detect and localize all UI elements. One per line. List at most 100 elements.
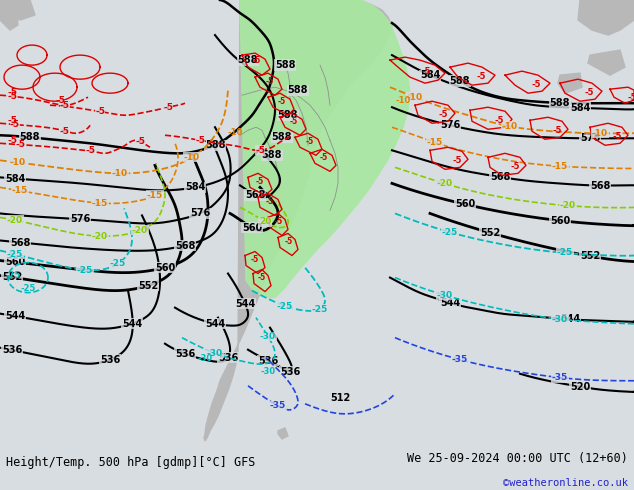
Text: -25: -25	[7, 250, 23, 259]
Text: 544: 544	[205, 318, 225, 329]
Text: 576: 576	[190, 208, 210, 219]
Text: 536: 536	[258, 356, 278, 366]
Text: 520: 520	[570, 382, 590, 392]
Text: -5: -5	[163, 103, 173, 112]
Text: 568: 568	[245, 190, 265, 200]
Text: 568: 568	[490, 172, 510, 182]
Text: 576: 576	[70, 214, 90, 224]
Text: -5: -5	[251, 255, 259, 264]
Text: 588: 588	[550, 98, 570, 108]
Text: 560: 560	[242, 223, 262, 233]
Text: -5: -5	[8, 116, 18, 125]
Text: -5: -5	[585, 88, 595, 97]
Text: 588: 588	[288, 85, 308, 95]
Text: -5: -5	[7, 92, 17, 101]
Text: -15: -15	[427, 138, 443, 147]
Text: 552: 552	[580, 251, 600, 261]
Text: -5: -5	[278, 97, 287, 105]
Text: -10: -10	[112, 169, 128, 178]
Text: 588: 588	[278, 110, 298, 120]
Text: -5: -5	[453, 156, 462, 165]
Text: -35: -35	[552, 373, 568, 382]
Text: 544: 544	[560, 315, 580, 324]
Text: 560: 560	[155, 263, 175, 272]
Text: -25: -25	[110, 259, 126, 268]
Text: ©weatheronline.co.uk: ©weatheronline.co.uk	[503, 478, 628, 489]
Text: -10: -10	[10, 158, 26, 167]
Text: 584: 584	[420, 70, 440, 80]
Text: -30: -30	[261, 367, 276, 376]
Text: -30: -30	[437, 291, 453, 300]
Text: -25: -25	[277, 301, 293, 311]
Text: -5: -5	[8, 136, 18, 146]
Text: -5: -5	[320, 153, 328, 162]
Text: 568: 568	[175, 241, 195, 250]
Text: 552: 552	[138, 281, 158, 291]
Text: -5: -5	[495, 116, 504, 125]
Text: 576: 576	[580, 133, 600, 144]
Text: -5: -5	[8, 88, 18, 97]
Text: -10: -10	[592, 129, 608, 138]
Text: -5: -5	[275, 217, 283, 226]
Text: -5: -5	[85, 147, 95, 155]
Text: -20: -20	[132, 226, 148, 235]
Text: 552: 552	[480, 228, 500, 238]
Text: -20: -20	[560, 201, 576, 210]
Text: -15: -15	[147, 191, 163, 200]
Text: -5: -5	[510, 162, 520, 171]
Text: -5: -5	[135, 137, 145, 146]
Text: 588: 588	[272, 132, 292, 142]
Text: -15: -15	[92, 198, 108, 208]
Text: -5: -5	[553, 126, 562, 135]
Text: 536: 536	[2, 345, 22, 355]
Polygon shape	[278, 428, 288, 439]
Text: 560: 560	[550, 216, 570, 225]
Text: -5: -5	[477, 72, 486, 81]
Text: -5: -5	[266, 76, 274, 85]
Text: -10: -10	[395, 96, 410, 105]
Text: -25: -25	[77, 266, 93, 274]
Text: -5: -5	[290, 117, 298, 125]
Text: -20: -20	[437, 179, 453, 188]
Text: We 25-09-2024 00:00 UTC (12+60): We 25-09-2024 00:00 UTC (12+60)	[407, 452, 628, 465]
Text: -25: -25	[20, 284, 36, 293]
Text: -25: -25	[557, 248, 573, 257]
Text: -15: -15	[552, 162, 568, 171]
Text: -25: -25	[5, 270, 20, 280]
Text: 560: 560	[5, 257, 25, 267]
Text: -25: -25	[442, 228, 458, 237]
Text: -5: -5	[55, 96, 65, 105]
Text: 568: 568	[10, 238, 30, 247]
Text: -5: -5	[532, 80, 541, 89]
Text: -5: -5	[266, 197, 275, 206]
Text: -10: -10	[407, 93, 423, 102]
Text: -20: -20	[92, 232, 108, 241]
Text: 560: 560	[455, 199, 475, 209]
Text: -5: -5	[628, 93, 634, 101]
Text: -5: -5	[439, 110, 448, 119]
Text: 20: 20	[259, 217, 271, 226]
Text: -5: -5	[255, 146, 265, 155]
Polygon shape	[558, 73, 582, 93]
Text: -5: -5	[95, 107, 105, 116]
Text: -5: -5	[258, 273, 266, 282]
Text: 552: 552	[2, 272, 22, 282]
Text: 536: 536	[280, 367, 300, 377]
Polygon shape	[588, 50, 625, 75]
Text: 544: 544	[440, 298, 460, 308]
Text: -5: -5	[422, 67, 431, 76]
Text: -30: -30	[260, 332, 276, 341]
Text: 576: 576	[440, 120, 460, 130]
Text: 536: 536	[100, 355, 120, 365]
Text: 588: 588	[238, 55, 258, 65]
Text: 544: 544	[122, 318, 142, 329]
Text: 584: 584	[185, 182, 205, 192]
Text: -5: -5	[10, 120, 20, 129]
Text: 588: 588	[262, 150, 282, 160]
Text: 544: 544	[235, 299, 255, 309]
Text: -20: -20	[7, 216, 23, 224]
Text: 544: 544	[5, 311, 25, 321]
Text: -30: -30	[197, 354, 212, 363]
Text: -30: -30	[552, 315, 568, 323]
Text: -10: -10	[502, 122, 518, 131]
